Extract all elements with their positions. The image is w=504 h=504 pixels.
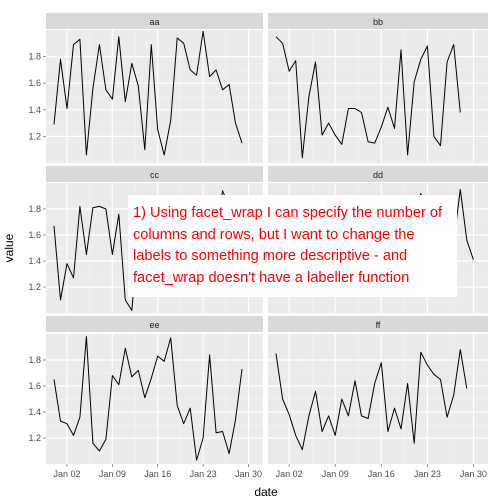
y-tick-label: 1.2	[28, 433, 41, 443]
facet-strip-label: ee	[149, 320, 159, 330]
y-tick-label: 1.4	[28, 256, 41, 266]
x-tick-label: Jan 16	[368, 469, 395, 479]
y-tick-label: 1.6	[28, 230, 41, 240]
x-tick-label: Jan 23	[414, 469, 441, 479]
axes: value date	[2, 233, 278, 499]
y-tick-label: 1.2	[28, 282, 41, 292]
y-tick-label: 1.4	[28, 105, 41, 115]
facet-panels: aa 1.2 1.4 1.6 1.8 bb cc 1.2 1.4 1.6 1.8 dd ee 1.2 1.4…	[28, 13, 488, 479]
series-line-bb	[275, 36, 461, 159]
y-tick-label: 1.8	[28, 52, 41, 62]
y-tick-label: 1.8	[28, 204, 41, 214]
facet-strip	[268, 13, 488, 29]
series-line-aa	[53, 30, 243, 156]
y-tick-label: 1.6	[28, 78, 41, 88]
y-axis-label: value	[2, 233, 16, 262]
x-tick-label: Jan 16	[144, 469, 171, 479]
facet-strip-label: ff	[376, 320, 381, 330]
y-tick-label: 1.6	[28, 381, 41, 391]
facet-strip-label: bb	[373, 17, 383, 27]
x-tick-label: Jan 23	[190, 469, 217, 479]
y-tick-label: 1.8	[28, 355, 41, 365]
facet-panel-aa: aa 1.2 1.4 1.6 1.8	[28, 13, 263, 163]
y-tick-label: 1.2	[28, 131, 41, 141]
facet-strip-label: aa	[149, 17, 159, 27]
facet-strip-label: dd	[373, 170, 383, 180]
facet-strip	[46, 166, 263, 182]
x-tick-label: Jan 30	[460, 469, 487, 479]
annotation-box: 1) Using facet_wrap I can specify the nu…	[128, 195, 457, 297]
x-tick-label: Jan 30	[235, 469, 262, 479]
facet-panel-ff: ff Jan 02 Jan 09 Jan 16 Jan 23 Jan 30	[268, 316, 488, 479]
facet-panel-ee: ee 1.2 1.4 1.6 1.8 Jan 02 Jan 09 Jan 16 Jan 23 Ja…	[28, 316, 263, 479]
facet-strip	[46, 316, 263, 332]
series-line-ff	[275, 349, 468, 451]
x-tick-label: Jan 02	[276, 469, 303, 479]
x-axis-label: date	[254, 485, 278, 499]
facet-strip-label: cc	[150, 170, 160, 180]
x-tick-label: Jan 09	[322, 469, 349, 479]
facet-strip	[268, 166, 488, 182]
x-tick-label: Jan 09	[99, 469, 126, 479]
facet-strip	[46, 13, 263, 29]
series-line-ee	[53, 336, 243, 461]
x-tick-label: Jan 02	[53, 469, 80, 479]
y-tick-label: 1.4	[28, 407, 41, 417]
facet-strip	[268, 316, 488, 332]
facet-panel-bb: bb	[268, 13, 488, 163]
annotation-text: 1) Using facet_wrap I can specify the nu…	[133, 205, 443, 286]
